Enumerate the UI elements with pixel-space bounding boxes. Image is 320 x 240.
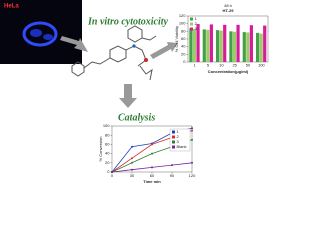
marker [131,157,133,160]
legend-swatch [172,145,175,149]
chart-subtitle: 48 h [224,3,232,8]
legend-label: 1 [195,16,198,21]
bar [256,32,260,62]
bar [259,33,263,62]
y-tick-label: 100 [103,123,110,128]
x-tick-label: 60 [150,173,155,178]
x-tick-label: 1 [194,63,197,68]
cell-nucleus [30,29,42,37]
y-axis-label: % Cell Viability [174,26,179,52]
marker [191,127,193,130]
legend-swatch [190,17,193,21]
legend-swatch [190,27,193,31]
heading: Catalysis [118,112,155,123]
bar [263,25,267,62]
x-tick-label: 25 [232,63,237,68]
marker [191,129,193,132]
y-tick-label: 40 [105,151,110,156]
marker [111,171,113,173]
y-tick-label: 60 [105,141,110,146]
bar [223,24,227,62]
bar [209,24,213,62]
y-tick-label: 100 [179,21,186,26]
heading: In vitro cytotoxicity [87,16,169,27]
legend-label: 1 [177,129,180,134]
bar [189,28,193,62]
marker [171,164,173,167]
marker [131,168,133,171]
legend-label: 3 [177,139,180,144]
legend-label: 2 [195,21,198,26]
marker [151,166,153,169]
y-tick-label: 40 [181,44,186,49]
legend-swatch [172,135,175,139]
arrow [150,42,178,59]
x-axis-label: Concentration(μg/ml) [208,69,249,74]
y-tick-label: 20 [105,160,110,165]
bar [216,30,220,62]
x-tick-label: 5 [207,63,210,68]
y-tick-label: 80 [181,28,186,33]
y-tick-label: 80 [105,132,110,137]
bar [202,29,206,63]
page: HeLa In vitro cytotoxicity Catalysis 48 … [0,0,269,185]
bar [246,32,250,62]
bar [196,24,200,62]
x-tick-label: 30 [130,173,135,178]
x-tick-label: 100 [258,63,265,68]
bar [219,30,223,62]
cell [22,21,58,47]
chart-title: HT-29 [223,8,235,13]
bar [249,25,253,62]
y-tick-label: 0 [183,59,186,64]
x-tick-label: 90 [170,173,175,178]
legend-label: 2 [177,134,180,139]
legend-swatch [172,130,175,134]
arrow [60,36,88,52]
x-tick-label: 0 [111,173,114,178]
x-axis-label: Time min [143,179,161,184]
bar [232,31,237,62]
marker [131,145,133,148]
arrow [119,84,137,108]
image-label: HeLa [4,4,19,10]
legend-label: Blank [177,144,187,149]
marker [131,161,133,164]
y-tick-label: 0 [107,169,110,174]
y-tick-label: 20 [181,51,186,56]
legend-swatch [190,22,193,26]
x-tick-label: 50 [246,63,251,68]
graphical-abstract: HeLa In vitro cytotoxicity Catalysis 48 … [0,0,269,184]
bar [192,29,197,62]
y-tick-label: 60 [181,36,186,41]
marker [191,161,193,164]
x-tick-label: 120 [189,173,196,178]
molecule [71,25,157,81]
cell-nucleus [43,34,53,40]
marker [151,143,153,146]
legend-swatch [172,140,175,144]
x-tick-label: 10 [219,63,224,68]
y-tick-label: 120 [179,13,186,18]
y-axis-label: % Conversion [98,137,103,162]
bar [206,29,210,62]
marker [191,138,193,141]
marker [151,152,153,155]
bar [236,24,240,62]
bar [229,31,233,62]
legend-label: 3 [195,26,198,31]
bar [242,32,246,62]
